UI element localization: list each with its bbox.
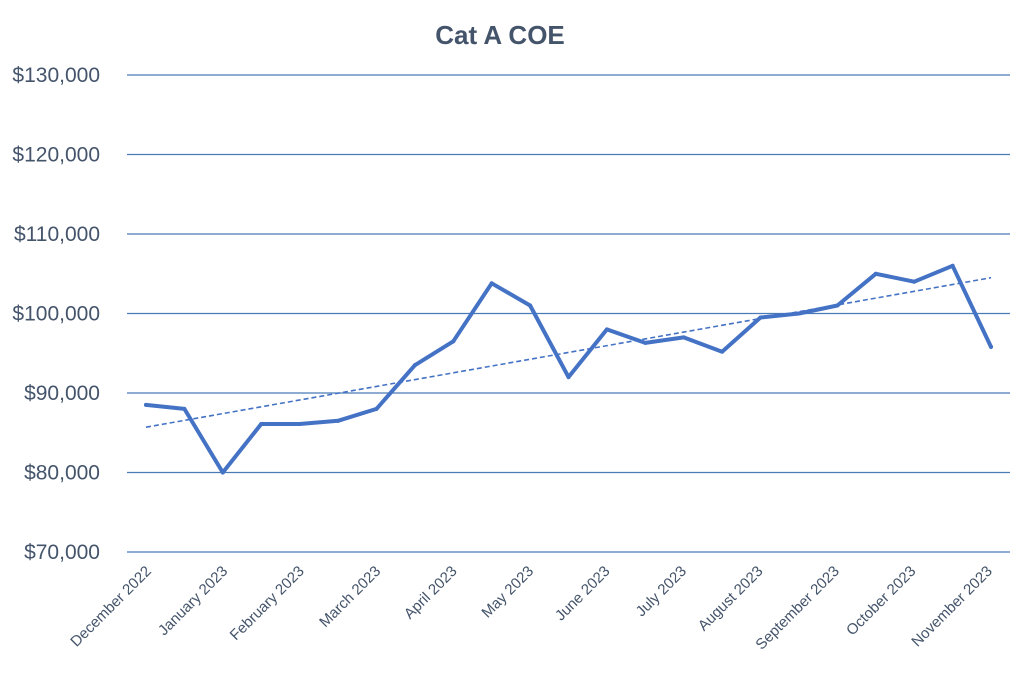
y-tick-label: $90,000 xyxy=(24,382,100,405)
trendline xyxy=(145,276,992,428)
data-point xyxy=(912,279,917,284)
x-tick-label: March 2023 xyxy=(316,563,384,631)
data-point xyxy=(989,344,993,349)
x-tick-label: October 2023 xyxy=(843,563,919,639)
data-point xyxy=(412,363,417,368)
data-point xyxy=(220,470,225,475)
data-point xyxy=(182,406,187,411)
data-point xyxy=(566,375,571,380)
data-point xyxy=(144,402,148,407)
x-tick-label: December 2022 xyxy=(67,563,154,650)
x-tick-label: May 2023 xyxy=(478,563,537,622)
data-point xyxy=(528,303,533,308)
data-point xyxy=(720,349,725,354)
x-tick-label: November 2023 xyxy=(908,563,995,650)
y-tick-label: $110,000 xyxy=(14,223,100,246)
y-axis-tick-labels: $70,000 $80,000 $90,000 $100,000 $110,000 $12… xyxy=(12,64,100,564)
series-line-cat-a-coe xyxy=(144,263,993,475)
data-point xyxy=(835,303,840,308)
y-tick-label: $80,000 xyxy=(24,462,100,485)
data-point xyxy=(758,315,763,320)
data-point xyxy=(950,263,955,268)
data-point xyxy=(796,311,801,316)
data-point xyxy=(873,271,878,276)
y-tick-label: $130,000 xyxy=(12,64,100,87)
data-point xyxy=(681,335,686,340)
data-points xyxy=(144,263,993,475)
y-tick-label: $100,000 xyxy=(12,303,100,326)
x-tick-label: September 2023 xyxy=(752,563,842,653)
x-tick-label: June 2023 xyxy=(552,563,614,625)
x-tick-label: January 2023 xyxy=(155,563,231,639)
data-point xyxy=(643,340,648,345)
y-tick-label: $70,000 xyxy=(24,541,100,564)
gridlines xyxy=(127,74,1010,553)
x-tick-label: February 2023 xyxy=(227,563,308,644)
data-point xyxy=(489,281,494,286)
data-point xyxy=(297,422,302,427)
data-point xyxy=(374,406,379,411)
data-point xyxy=(604,327,609,332)
x-tick-label: August 2023 xyxy=(695,563,767,635)
chart-title: Cat A COE xyxy=(435,20,565,50)
x-tick-label: July 2023 xyxy=(633,563,690,620)
y-tick-label: $120,000 xyxy=(12,144,100,167)
data-point xyxy=(451,339,456,344)
x-tick-label: April 2023 xyxy=(401,563,461,623)
data-point xyxy=(336,418,341,423)
data-point xyxy=(259,422,264,427)
